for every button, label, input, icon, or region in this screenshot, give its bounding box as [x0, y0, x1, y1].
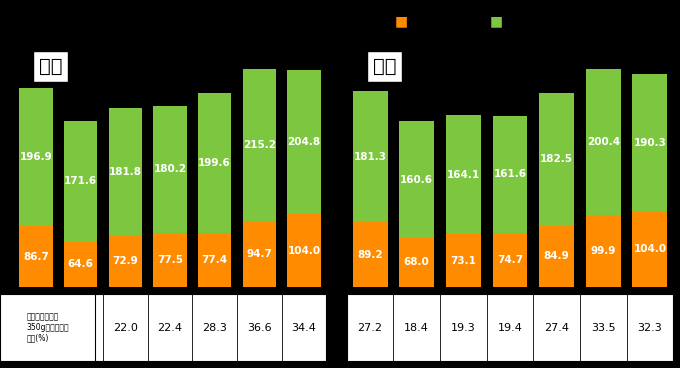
Bar	[243, 220, 276, 287]
Bar	[446, 234, 481, 287]
Text: 181.8: 181.8	[109, 167, 142, 177]
Text: ■: ■	[394, 15, 407, 29]
Text: ■: ■	[490, 15, 503, 29]
Text: 27.2: 27.2	[358, 322, 383, 333]
Bar	[19, 226, 53, 287]
Text: 181.3: 181.3	[354, 152, 387, 162]
Bar	[492, 116, 528, 233]
Bar	[64, 242, 97, 287]
Bar	[153, 233, 187, 287]
Text: 72.9: 72.9	[112, 256, 138, 266]
Bar	[64, 121, 97, 242]
Bar	[243, 70, 276, 220]
Bar	[198, 233, 231, 287]
Bar	[19, 88, 53, 226]
Bar	[539, 226, 574, 287]
Text: 104.0: 104.0	[633, 244, 666, 254]
Text: 204.8: 204.8	[288, 137, 320, 147]
Text: 182.5: 182.5	[540, 155, 573, 164]
Text: 84.9: 84.9	[544, 251, 570, 261]
Text: 86.7: 86.7	[23, 252, 49, 262]
Bar	[287, 214, 321, 287]
Text: 200.4: 200.4	[587, 137, 619, 147]
Text: 68.0: 68.0	[404, 257, 430, 268]
Text: 104.0: 104.0	[288, 245, 320, 255]
Text: 22.0: 22.0	[113, 322, 138, 333]
Text: 161.6: 161.6	[494, 169, 526, 179]
Bar	[632, 74, 667, 212]
Bar	[492, 233, 528, 287]
Text: 190.3: 190.3	[634, 138, 666, 148]
Text: 199.6: 199.6	[199, 158, 231, 167]
Bar	[198, 92, 231, 233]
Text: 女性: 女性	[373, 57, 396, 76]
Text: 180.2: 180.2	[154, 164, 186, 174]
Text: 19.4: 19.4	[498, 322, 522, 333]
Text: 29.3: 29.3	[24, 322, 48, 333]
Text: 74.7: 74.7	[497, 255, 523, 265]
Text: 22.4: 22.4	[158, 322, 182, 333]
Text: 160.6: 160.6	[401, 174, 433, 185]
Text: 19.3: 19.3	[68, 322, 93, 333]
Bar	[153, 106, 187, 233]
Text: 196.9: 196.9	[20, 152, 52, 162]
Text: 33.5: 33.5	[591, 322, 615, 333]
Bar	[109, 236, 142, 287]
Text: 19.3: 19.3	[451, 322, 476, 333]
Text: 男性: 男性	[39, 57, 62, 76]
Bar	[399, 121, 435, 238]
Text: 77.4: 77.4	[202, 255, 228, 265]
Text: 27.4: 27.4	[544, 322, 569, 333]
Bar	[539, 93, 574, 226]
Text: 77.5: 77.5	[157, 255, 183, 265]
Bar	[399, 238, 435, 287]
Bar	[632, 212, 667, 287]
Bar	[353, 222, 388, 287]
Text: 99.9: 99.9	[590, 246, 616, 256]
Text: 34.4: 34.4	[292, 322, 316, 333]
Bar	[446, 115, 481, 234]
Text: 73.1: 73.1	[450, 255, 476, 266]
Text: 164.1: 164.1	[447, 170, 480, 180]
Text: 215.2: 215.2	[243, 140, 276, 150]
Bar	[109, 108, 142, 236]
Text: 89.2: 89.2	[357, 250, 383, 260]
Text: 28.3: 28.3	[202, 322, 227, 333]
Text: 32.3: 32.3	[638, 322, 662, 333]
Text: 18.4: 18.4	[405, 322, 429, 333]
Text: 36.6: 36.6	[247, 322, 272, 333]
Text: 64.6: 64.6	[68, 259, 94, 269]
Text: 94.7: 94.7	[246, 249, 272, 259]
Bar	[287, 70, 321, 214]
Bar	[585, 215, 621, 287]
Text: 171.6: 171.6	[64, 176, 97, 187]
Text: 野菜の摂取量が
350g以上の者の
割合(%): 野菜の摂取量が 350g以上の者の 割合(%)	[27, 313, 69, 342]
Bar	[353, 91, 388, 222]
Bar	[585, 70, 621, 215]
